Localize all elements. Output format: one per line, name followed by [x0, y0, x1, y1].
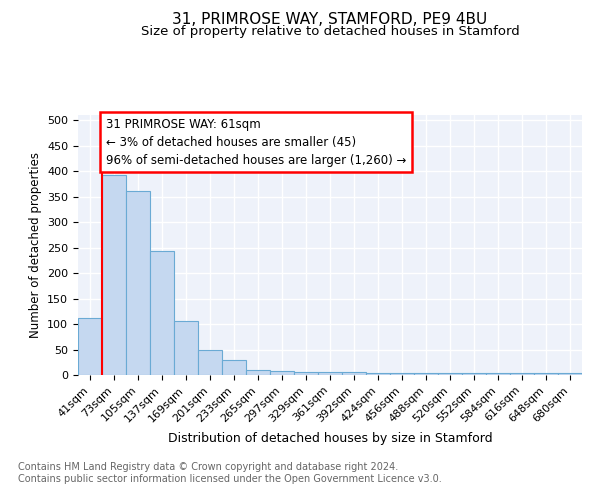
Bar — [294, 372, 318, 375]
Bar — [102, 174, 126, 375]
Bar — [318, 372, 342, 375]
Bar — [174, 322, 198, 375]
Bar — [246, 370, 270, 375]
Text: 31 PRIMROSE WAY: 61sqm
← 3% of detached houses are smaller (45)
96% of semi-deta: 31 PRIMROSE WAY: 61sqm ← 3% of detached … — [106, 118, 406, 166]
Text: Contains HM Land Registry data © Crown copyright and database right 2024.
Contai: Contains HM Land Registry data © Crown c… — [18, 462, 442, 484]
Bar — [438, 373, 462, 375]
Bar — [78, 318, 102, 375]
Bar — [414, 373, 438, 375]
Bar — [198, 350, 222, 375]
Text: Size of property relative to detached houses in Stamford: Size of property relative to detached ho… — [140, 25, 520, 38]
X-axis label: Distribution of detached houses by size in Stamford: Distribution of detached houses by size … — [167, 432, 493, 445]
Bar — [462, 373, 486, 375]
Text: 31, PRIMROSE WAY, STAMFORD, PE9 4BU: 31, PRIMROSE WAY, STAMFORD, PE9 4BU — [172, 12, 488, 28]
Bar — [486, 373, 510, 375]
Bar — [558, 373, 582, 375]
Bar — [510, 373, 534, 375]
Bar — [222, 360, 246, 375]
Y-axis label: Number of detached properties: Number of detached properties — [29, 152, 41, 338]
Bar — [270, 372, 294, 375]
Bar — [150, 251, 174, 375]
Bar — [366, 373, 390, 375]
Bar — [126, 192, 150, 375]
Bar — [342, 372, 366, 375]
Bar — [534, 373, 558, 375]
Bar — [390, 373, 414, 375]
